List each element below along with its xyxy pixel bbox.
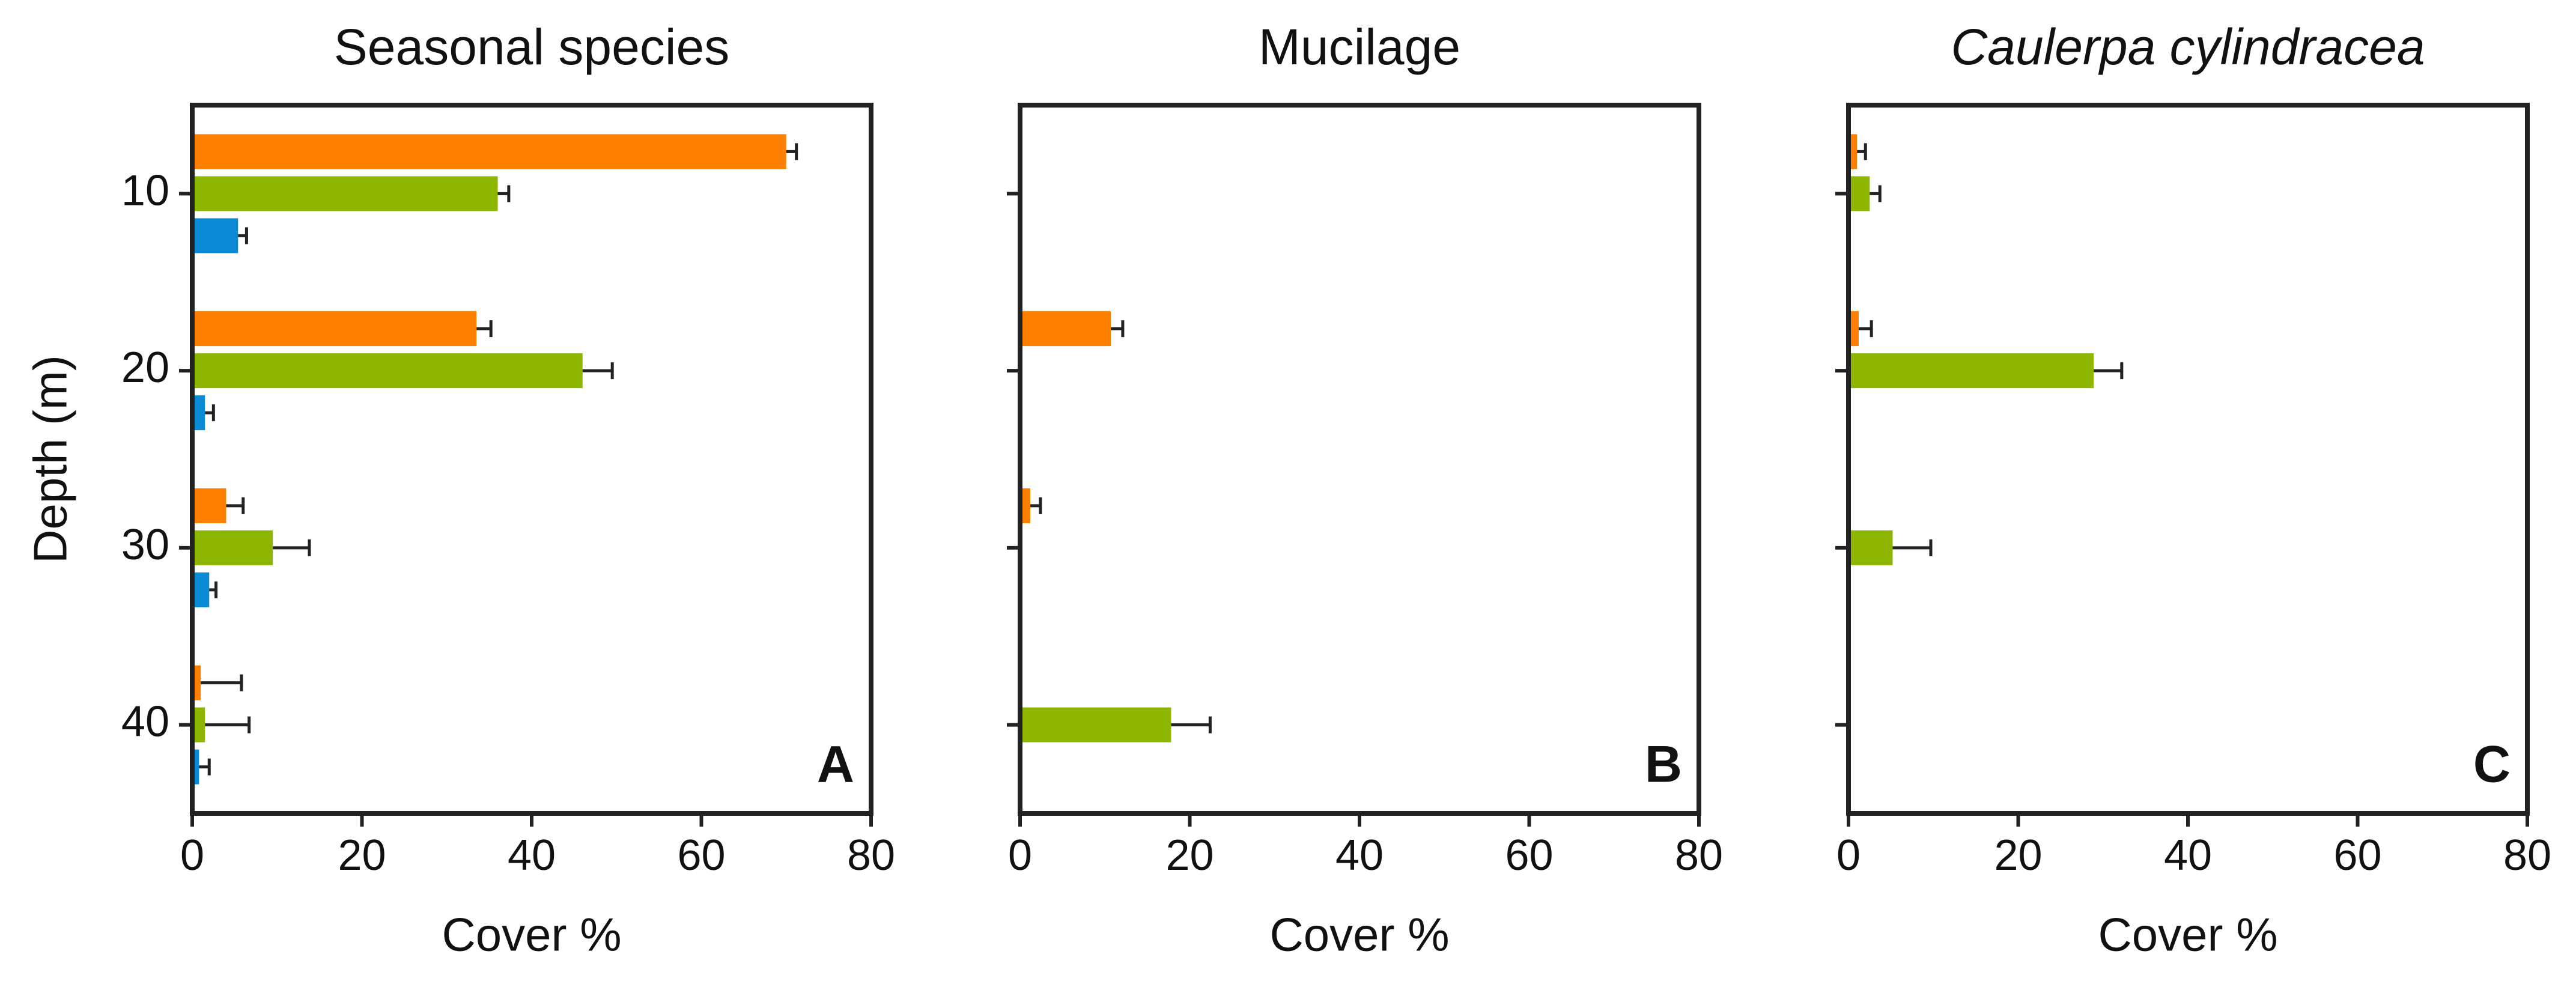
panel-letter: A [817,736,854,794]
x-tick-label: 80 [847,831,895,879]
x-tick-label: 20 [338,831,386,879]
x-tick-label: 0 [180,831,204,879]
bar [192,353,583,389]
bar [192,707,205,743]
error-bar [1030,497,1042,514]
bar [192,395,205,431]
error-bar [201,674,243,691]
error-bar [273,539,311,556]
error-bar [786,143,798,160]
x-tick-label: 40 [2164,831,2212,879]
error-bar [582,362,614,380]
x-axis-label: Cover % [442,908,621,961]
x-tick-label: 40 [1335,831,1384,879]
error-bar [205,716,251,733]
bar [192,530,273,565]
panel-title: Seasonal species [334,19,729,75]
error-bar [497,185,511,202]
error-bar [1892,539,1933,556]
error-bar [1870,185,1882,202]
error-bar [1857,143,1867,160]
error-bar [199,758,211,776]
x-tick-label: 0 [1836,831,1861,879]
x-axis-label: Cover % [2098,908,2277,961]
x-tick-label: 20 [1165,831,1214,879]
error-bar [1111,320,1125,338]
error-bar [1858,320,1873,338]
x-axis-label: Cover % [1269,908,1449,961]
error-bar [226,497,245,514]
error-bar [2094,362,2124,380]
error-bar [1171,716,1212,733]
bar [192,134,786,169]
bar [1848,311,1859,347]
x-tick-label: 80 [2503,831,2551,879]
error-bar [205,404,215,422]
y-tick-label: 10 [121,166,169,214]
bar [1848,530,1893,565]
bar [1848,353,2094,389]
error-bar [209,581,218,598]
y-axis-label: Depth (m) [24,355,77,563]
plot-frame [1846,103,2530,816]
x-tick-label: 60 [1505,831,1553,879]
bar [192,488,226,523]
panel-title: Caulerpa cylindracea [1951,19,2425,75]
bar [1020,311,1111,347]
x-tick-label: 60 [677,831,725,879]
bar [192,176,498,211]
panel-letter: C [2473,736,2511,794]
bar [192,749,199,785]
error-bar [476,320,493,338]
bar [192,311,477,347]
y-tick-label: 30 [121,521,169,569]
bar [192,218,238,254]
bar [1020,707,1171,743]
bar [1020,488,1030,523]
y-tick-label: 20 [121,344,169,392]
y-tick-label: 40 [121,698,169,746]
bar [192,572,210,607]
plot-frame [190,103,873,816]
x-tick-label: 60 [2333,831,2381,879]
panel-letter: B [1645,736,1682,794]
error-bar [238,227,248,244]
plot-frame [1018,103,1701,816]
x-tick-label: 0 [1008,831,1032,879]
x-tick-label: 80 [1675,831,1723,879]
x-tick-label: 20 [1994,831,2042,879]
panel-title: Mucilage [1259,19,1460,75]
bar [1848,176,1870,211]
x-tick-label: 40 [508,831,556,879]
